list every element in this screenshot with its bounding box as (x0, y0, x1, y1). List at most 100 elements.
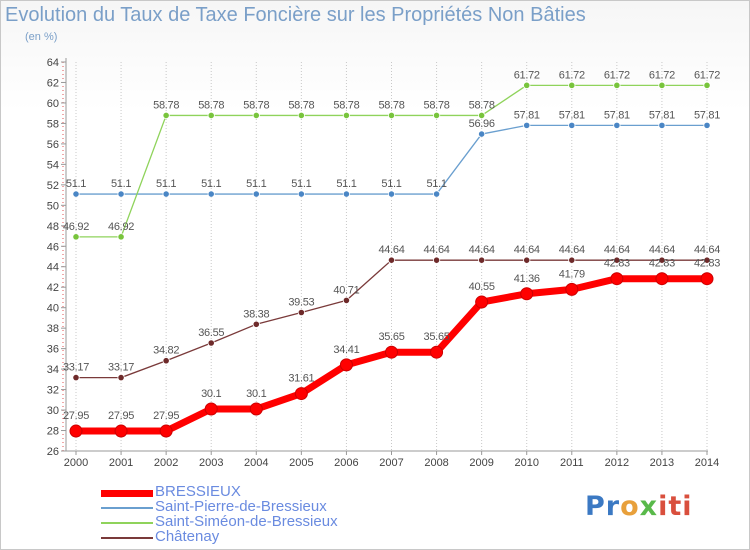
data-label: 56.96 (469, 118, 495, 130)
data-point (613, 81, 621, 89)
data-point (162, 357, 170, 365)
data-label: 61.72 (604, 69, 630, 81)
data-point (72, 374, 80, 382)
data-label: 41.36 (514, 273, 540, 285)
y-tick-label: 30 (47, 405, 59, 417)
data-label: 57.81 (604, 109, 630, 121)
legend-swatch (101, 490, 153, 497)
y-tick-label: 54 (47, 159, 59, 171)
y-tick-label: 62 (47, 77, 59, 89)
data-point (249, 402, 263, 416)
data-point (658, 81, 666, 89)
data-label: 58.78 (424, 99, 450, 111)
data-label: 51.1 (201, 178, 221, 190)
data-label: 40.55 (469, 281, 495, 293)
data-point (297, 308, 305, 317)
data-point (72, 233, 80, 241)
data-point (703, 256, 711, 264)
x-tick-label: 2008 (424, 457, 448, 469)
data-point (294, 387, 308, 401)
data-label: 61.72 (559, 69, 585, 81)
data-label: 44.64 (694, 244, 720, 256)
data-point (568, 256, 576, 264)
data-point (658, 121, 666, 129)
x-tick-label: 2003 (199, 457, 223, 469)
data-label: 58.78 (469, 99, 495, 111)
data-label: 57.81 (649, 109, 675, 121)
y-tick-label: 48 (47, 221, 59, 233)
chart-title: Evolution du Taux de Taxe Foncière sur l… (5, 4, 586, 26)
axes: 26 28 30 32 34 36 38 40 42 44 46 48 50 52 54 56 58 60 62 64… (47, 57, 719, 469)
legend-label: Saint-Siméon-de-Bressieux (155, 513, 338, 530)
data-point (523, 81, 531, 89)
x-tick-label: 2009 (469, 457, 493, 469)
data-label: 44.64 (469, 244, 495, 256)
data-label: 58.78 (153, 99, 179, 111)
data-label: 42.83 (694, 258, 720, 270)
y-tick-label: 36 (47, 344, 59, 356)
data-label: 38.38 (243, 308, 269, 320)
data-point (297, 111, 305, 120)
x-tick-label: 2002 (154, 457, 178, 469)
x-tick-label: 2004 (244, 457, 268, 469)
y-tick-label: 38 (47, 323, 59, 335)
data-point (658, 256, 666, 264)
data-point (565, 282, 579, 296)
data-point (162, 111, 170, 120)
data-label: 27.95 (153, 410, 179, 422)
data-label: 51.1 (381, 178, 401, 190)
data-label: 30.1 (201, 388, 221, 400)
chart-subtitle: (en %) (25, 31, 58, 43)
legend-swatch (101, 522, 153, 524)
data-label: 30.1 (246, 388, 266, 400)
data-point (387, 256, 396, 264)
data-point (568, 81, 576, 89)
data-label: 42.83 (649, 258, 675, 270)
data-label: 51.1 (156, 178, 176, 190)
x-tick-label: 2012 (605, 457, 629, 469)
data-point (207, 339, 215, 347)
data-label: 33.17 (108, 362, 134, 374)
data-label: 51.1 (291, 178, 311, 190)
data-point (342, 296, 351, 305)
legend-label: Saint-Pierre-de-Bressieux (155, 498, 327, 515)
proxiti-logo: Proxiti (585, 491, 693, 522)
data-point (342, 190, 351, 198)
data-point (478, 111, 486, 120)
data-point (703, 121, 711, 129)
data-label: 44.64 (604, 244, 630, 256)
x-tick-label: 2013 (650, 457, 674, 469)
data-label: 27.95 (63, 410, 89, 422)
data-label: 61.72 (514, 69, 540, 81)
data-point (114, 424, 128, 438)
legend-label: Châtenay (155, 528, 220, 545)
grid-lines (75, 62, 708, 451)
data-label: 51.1 (336, 178, 356, 190)
data-label: 46.92 (63, 221, 89, 233)
data-point (159, 424, 173, 438)
data-point (207, 190, 215, 198)
data-label: 58.78 (243, 99, 269, 111)
y-tick-label: 34 (47, 364, 59, 376)
x-tick-label: 2011 (560, 457, 584, 469)
data-point (252, 111, 260, 120)
data-point (520, 287, 534, 301)
data-point (478, 130, 486, 138)
data-point (162, 190, 170, 198)
data-point (613, 256, 621, 264)
series-1: 51.1 51.1 51.1 51.1 51.1 51.1 51.1 51.1 51.1 56.9… (66, 109, 720, 198)
legend-swatch (101, 507, 153, 509)
series-3: 33.17 33.17 34.82 36.55 38.38 39.53 40.71 44.64… (63, 244, 720, 382)
data-label: 51.1 (66, 178, 86, 190)
data-label: 34.82 (153, 345, 179, 357)
x-tick-label: 2007 (379, 457, 403, 469)
data-label: 42.83 (604, 258, 630, 270)
data-point (613, 121, 621, 129)
data-label: 61.72 (694, 69, 720, 81)
data-point (523, 256, 531, 264)
data-label: 57.81 (694, 109, 720, 121)
x-tick-label: 2014 (695, 457, 719, 469)
data-point (430, 345, 444, 359)
data-label: 44.64 (649, 244, 675, 256)
